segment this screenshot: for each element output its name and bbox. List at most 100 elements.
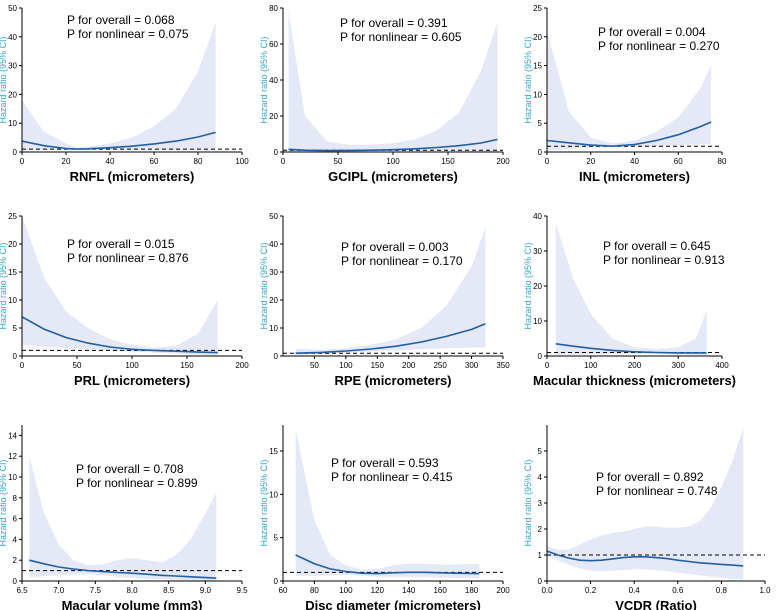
y-tick-label: 30 <box>269 268 278 277</box>
panel-9: 0 1 2 3 4 5 0.0 0.2 0.4 0.6 0.8 1.0 VCDR (Ratio) Haza… <box>523 425 771 610</box>
y-tick-label: 5 <box>13 324 18 333</box>
x-axis-label: GCIPL (micrometers) <box>328 169 458 184</box>
p-value-annotation: P for overall = 0.892 <box>596 470 704 484</box>
p-value-annotation: P for overall = 0.003 <box>341 240 449 254</box>
x-tick-label: 200 <box>628 361 642 370</box>
x-tick-label: 0 <box>20 361 25 370</box>
x-tick-label: 200 <box>496 586 510 595</box>
y-tick-label: 10 <box>8 473 17 482</box>
x-tick-label: 20 <box>62 157 71 166</box>
y-tick-label: 5 <box>538 119 543 128</box>
y-tick-label: 0 <box>538 352 543 361</box>
y-tick-label: 30 <box>8 62 17 71</box>
x-tick-label: 40 <box>630 157 639 166</box>
y-tick-label: 10 <box>533 90 542 99</box>
x-tick-label: 300 <box>672 361 686 370</box>
x-tick-label: 50 <box>73 361 82 370</box>
y-tick-label: 0 <box>13 148 18 157</box>
x-axis-label: Disc diameter (micrometers) <box>305 598 481 610</box>
hr-curve <box>295 554 480 575</box>
y-tick-label: 20 <box>533 33 542 42</box>
y-tick-label: 6 <box>13 515 18 524</box>
y-axis-label: Hazard ratio (95% CI) <box>0 36 8 123</box>
panel-1: 0 10 20 30 40 50 0 20 40 60 80 100 RNFL (micrometers… <box>0 4 249 184</box>
x-tick-label: 50 <box>334 157 343 166</box>
y-tick-label: 20 <box>8 240 17 249</box>
x-tick-label: 140 <box>402 586 416 595</box>
y-tick-label: 2 <box>13 556 18 565</box>
hr-curve <box>295 323 486 354</box>
p-value-annotation: P for overall = 0.391 <box>340 16 448 30</box>
x-tick-label: 0 <box>20 157 25 166</box>
x-axis-label: RPE (micrometers) <box>334 373 451 388</box>
y-axis-label: Hazard ratio (95% CI) <box>0 459 8 546</box>
x-tick-label: 150 <box>371 361 385 370</box>
y-axis-label: Hazard ratio (95% CI) <box>523 242 533 329</box>
y-tick-label: 12 <box>8 452 17 461</box>
y-tick-label: 4 <box>13 535 18 544</box>
x-axis-label: PRL (micrometers) <box>74 373 190 388</box>
ci-band <box>555 223 707 356</box>
p-value-annotation: P for overall = 0.708 <box>76 462 184 476</box>
y-tick-label: 40 <box>269 76 278 85</box>
x-tick-label: 100 <box>339 586 353 595</box>
y-tick-label: 10 <box>8 296 17 305</box>
x-tick-label: 0.0 <box>541 586 553 595</box>
ci-band <box>22 216 218 356</box>
y-tick-label: 50 <box>8 4 17 13</box>
x-tick-label: 60 <box>674 157 683 166</box>
ci-band <box>288 11 498 152</box>
x-tick-label: 9.5 <box>236 586 248 595</box>
x-tick-label: 6.5 <box>16 586 28 595</box>
p-value-annotation: P for nonlinear = 0.605 <box>340 30 462 44</box>
x-tick-label: 200 <box>496 157 510 166</box>
y-tick-label: 50 <box>269 212 278 221</box>
y-tick-label: 14 <box>8 431 17 440</box>
x-tick-label: 80 <box>310 586 319 595</box>
hr-curve <box>288 138 498 152</box>
x-tick-label: 160 <box>433 586 447 595</box>
panel-2: 0 20 40 60 80 0 50 100 150 200 GCIPL (micrometers)… <box>259 4 510 184</box>
hr-curve <box>21 316 218 354</box>
x-tick-label: 150 <box>441 157 455 166</box>
y-tick-label: 4 <box>538 473 543 482</box>
hr-curve <box>546 121 712 148</box>
y-tick-label: 0 <box>13 352 18 361</box>
x-tick-label: 1.0 <box>759 586 771 595</box>
ci-band <box>22 22 216 151</box>
y-tick-label: 0 <box>274 148 279 157</box>
x-tick-label: 200 <box>235 361 249 370</box>
x-tick-label: 7.5 <box>90 586 102 595</box>
ci-band <box>295 227 486 355</box>
y-tick-label: 80 <box>269 4 278 13</box>
x-tick-label: 80 <box>194 157 203 166</box>
x-tick-label: 0.2 <box>585 586 597 595</box>
y-tick-label: 0 <box>538 148 543 157</box>
panel-5: 0 10 20 30 40 50 50 100 150 200 250 300 350 RPE (micr… <box>259 212 510 388</box>
x-tick-label: 7.0 <box>53 586 65 595</box>
p-value-annotation: P for nonlinear = 0.899 <box>76 476 198 490</box>
y-tick-label: 15 <box>533 62 542 71</box>
x-tick-label: 60 <box>279 586 288 595</box>
y-axis-label: Hazard ratio (95% CI) <box>259 242 269 329</box>
hr-curve <box>546 550 744 567</box>
y-tick-label: 5 <box>538 447 543 456</box>
x-tick-label: 400 <box>715 361 729 370</box>
p-value-annotation: P for nonlinear = 0.415 <box>331 470 453 484</box>
p-value-annotation: P for overall = 0.645 <box>603 239 711 253</box>
x-tick-label: 350 <box>496 361 510 370</box>
hr-curve <box>21 131 216 150</box>
y-tick-label: 40 <box>8 33 17 42</box>
x-tick-label: 80 <box>718 157 727 166</box>
p-value-annotation: P for nonlinear = 0.270 <box>598 39 720 53</box>
x-tick-label: 9.0 <box>200 586 212 595</box>
ci-band <box>29 456 217 581</box>
y-tick-label: 5 <box>274 534 279 543</box>
p-value-annotation: P for nonlinear = 0.748 <box>596 484 718 498</box>
ci-band <box>295 429 480 579</box>
x-tick-label: 0 <box>281 157 286 166</box>
p-value-annotation: P for nonlinear = 0.913 <box>603 253 725 267</box>
x-axis-label: Macular volume (mm3) <box>62 598 203 610</box>
x-tick-label: 0.6 <box>672 586 684 595</box>
x-axis-label: RNFL (micrometers) <box>70 169 195 184</box>
